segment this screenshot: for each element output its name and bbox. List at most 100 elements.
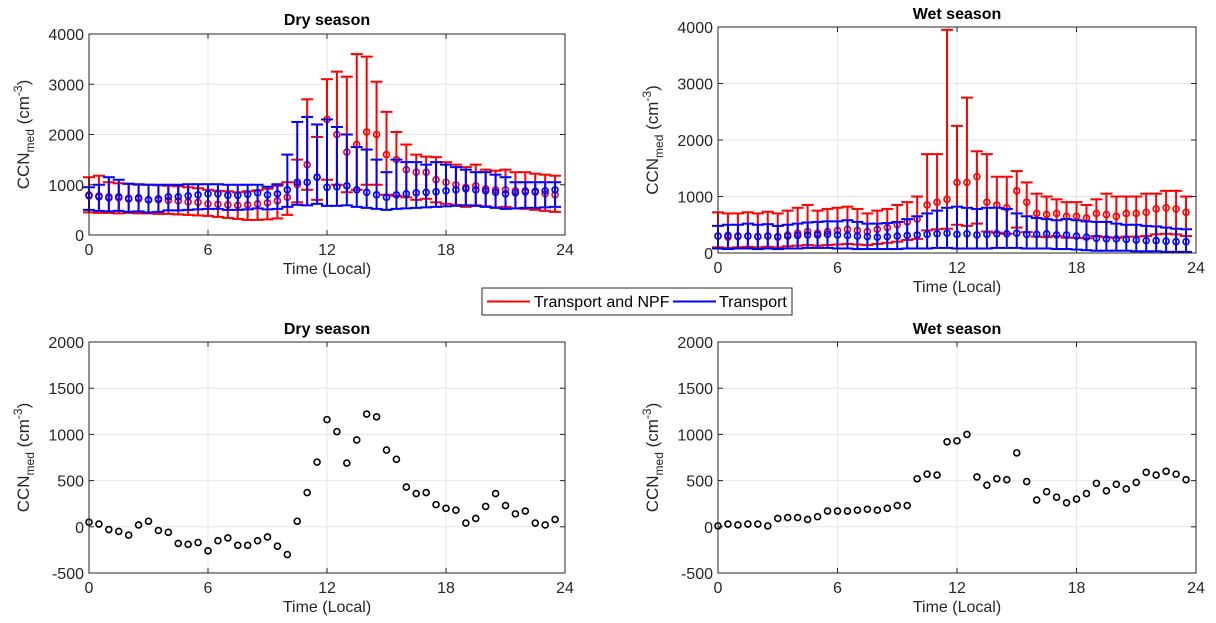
- data-point: [853, 506, 862, 514]
- x-tick-label: 24: [556, 580, 574, 597]
- data-point: [382, 446, 391, 454]
- data-point: [953, 437, 961, 445]
- data-point: [481, 502, 490, 511]
- y-tick-label: 0: [704, 520, 713, 537]
- data-point: [253, 188, 262, 197]
- y-axis-label-part: CCN: [14, 475, 33, 512]
- x-tick-label: 12: [948, 580, 966, 597]
- data-point: [983, 481, 991, 490]
- data-point: [1072, 232, 1081, 240]
- data-point: [323, 415, 331, 424]
- data-point: [943, 229, 951, 238]
- data-point: [1062, 498, 1071, 507]
- data-point: [903, 231, 912, 240]
- y-axis-label-part: (cm: [643, 102, 662, 135]
- data-point: [1102, 210, 1111, 219]
- data-point: [164, 528, 173, 537]
- data-point: [813, 512, 822, 521]
- y-axis-label: CCNmed (cm-3): [11, 403, 37, 513]
- data-point: [1032, 209, 1041, 218]
- data-point: [863, 505, 872, 514]
- data-point: [352, 185, 361, 194]
- data-point: [1172, 237, 1180, 246]
- data-point: [1182, 475, 1190, 484]
- data-point: [1122, 485, 1131, 493]
- y-tick-label: 0: [704, 246, 713, 263]
- data-point: [1002, 475, 1011, 484]
- y-axis-label-part: (cm: [14, 419, 33, 452]
- y-tick-label: -500: [52, 566, 84, 583]
- data-point: [293, 178, 302, 187]
- x-tick-label: 6: [833, 580, 842, 597]
- x-axis-label: Time (Local): [283, 261, 371, 278]
- series: [714, 430, 1190, 530]
- y-tick-label: 3000: [677, 77, 713, 94]
- data-point: [1072, 495, 1081, 503]
- y-axis-label-part: ): [14, 80, 33, 86]
- data-point: [903, 501, 912, 510]
- data-point: [233, 541, 242, 550]
- data-point: [933, 229, 941, 238]
- data-point: [1162, 204, 1170, 212]
- x-tick-label: 24: [1187, 260, 1205, 277]
- data-point: [1032, 496, 1041, 504]
- data-point: [1092, 479, 1101, 488]
- data-point: [1022, 230, 1031, 239]
- chart-title: Dry season: [284, 321, 370, 338]
- data-point: [432, 187, 440, 196]
- y-axis-label-part: -3: [640, 91, 654, 102]
- data-point: [1172, 470, 1180, 478]
- data-point: [1052, 209, 1061, 218]
- data-point: [343, 181, 351, 190]
- y-tick-label: 1000: [48, 178, 84, 195]
- data-point: [744, 520, 752, 528]
- x-tick-label: 6: [204, 242, 213, 259]
- y-axis-label: CCNmed (cm-3): [11, 80, 37, 190]
- data-point: [283, 550, 292, 559]
- data-point: [154, 195, 163, 203]
- data-point: [412, 188, 421, 197]
- data-point: [953, 230, 961, 239]
- data-point: [462, 519, 470, 527]
- plot-area: [717, 341, 1197, 574]
- y-axis-label-part: ): [643, 85, 662, 91]
- y-tick-label: 2000: [677, 133, 713, 150]
- data-point: [833, 231, 842, 239]
- data-point: [1092, 234, 1101, 243]
- data-point: [823, 507, 832, 515]
- data-point: [1012, 449, 1021, 457]
- data-point: [843, 231, 852, 240]
- data-point: [491, 188, 500, 197]
- y-axis-label-part: ): [14, 403, 33, 409]
- x-tick-label: 24: [1187, 580, 1205, 597]
- data-point: [983, 198, 991, 206]
- data-point: [913, 474, 921, 483]
- data-point: [313, 458, 321, 466]
- data-point: [174, 193, 183, 201]
- data-point: [993, 474, 1001, 483]
- data-point: [1142, 236, 1151, 245]
- series: [83, 115, 562, 214]
- data-point: [105, 194, 113, 202]
- data-point: [551, 515, 559, 524]
- y-tick-label: 4000: [677, 20, 713, 37]
- data-point: [923, 230, 931, 239]
- data-point: [164, 193, 173, 201]
- y-tick-label: 2000: [48, 128, 84, 145]
- y-tick-label: 2000: [677, 335, 713, 352]
- data-point: [95, 193, 103, 201]
- wet-season-difference-panel: Wet season Time (Local) 0 6 12 18 24-5000500…: [640, 321, 1205, 616]
- data-point: [1152, 471, 1160, 479]
- data-point: [333, 182, 341, 191]
- x-tick-label: 6: [204, 580, 213, 597]
- dry-season-ccn-panel: Dry season Time (Local) 0 6 12 18 24 0 1000 200…: [11, 12, 574, 278]
- data-point: [412, 489, 421, 498]
- data-point: [422, 488, 430, 497]
- data-point: [144, 517, 153, 526]
- y-tick-label: 1000: [48, 427, 84, 444]
- x-tick-label: 0: [714, 260, 723, 277]
- data-point: [933, 471, 941, 479]
- data-point: [531, 519, 540, 527]
